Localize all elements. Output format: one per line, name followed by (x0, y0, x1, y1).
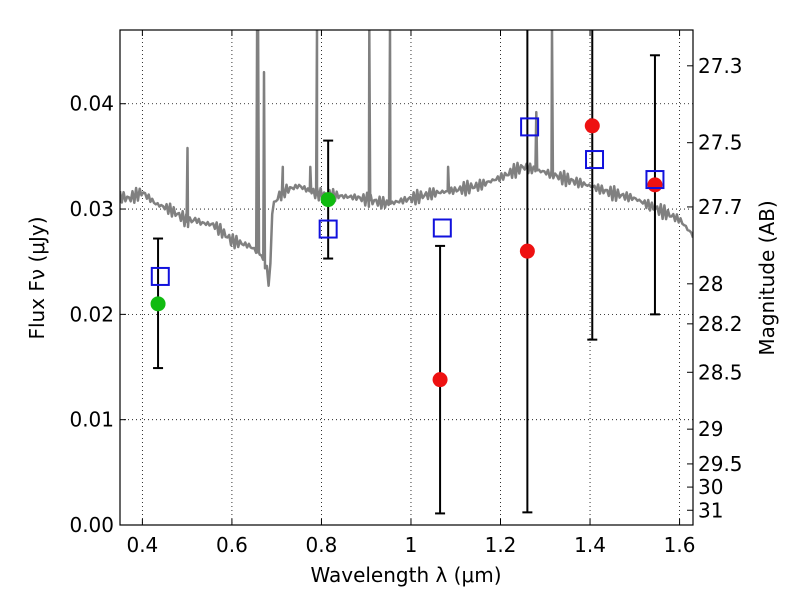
data-point-square (432, 218, 452, 238)
right-tick-label: 31 (698, 498, 723, 522)
right-tick-label: 28 (698, 272, 723, 296)
right-tick-label: 29 (698, 417, 723, 441)
x-tick-label: 1 (405, 533, 418, 557)
right-tick-label: 28.2 (698, 312, 743, 336)
data-point-circle (647, 177, 663, 193)
data-point-square (520, 117, 540, 137)
model-spectrum (120, 30, 693, 287)
data-point-square (585, 150, 605, 170)
data-point-circle (432, 372, 448, 388)
spectrum-line (120, 30, 693, 287)
plot-background (120, 30, 693, 525)
right-tick-label: 27.7 (698, 195, 743, 219)
right-tick-label: 27.5 (698, 131, 743, 155)
grid-lines (120, 30, 693, 525)
data-point-square (150, 266, 170, 286)
right-tick-label: 29.5 (698, 452, 743, 476)
data-point-square (645, 170, 665, 190)
data-point-circle (519, 243, 535, 259)
data-points (150, 117, 665, 388)
x-axis-label: Wavelength λ (μm) (310, 563, 501, 587)
data-point-circle (584, 118, 600, 134)
y-tick-label: 0.03 (69, 197, 114, 221)
data-point-circle (150, 296, 166, 312)
right-tick-label: 27.3 (698, 54, 743, 78)
y-tick-label: 0.02 (69, 302, 114, 326)
data-point-circle (320, 192, 336, 208)
y-axis-ticks: 0.00 0.01 0.02 0.03 0.04 (69, 92, 126, 537)
y-tick-label: 0.04 (69, 92, 114, 116)
right-axis-label: Magnitude (AB) (755, 200, 779, 355)
right-tick-label: 30 (698, 475, 723, 499)
data-point-square (318, 219, 338, 239)
y-tick-label: 0.01 (69, 408, 114, 432)
x-axis-ticks: 0.4 0.6 0.8 1 1.2 1.4 1.6 (126, 30, 695, 557)
y-tick-label: 0.00 (69, 513, 114, 537)
x-tick-label: 1.2 (485, 533, 517, 557)
y-axis-label: Flux Fν (μJy) (25, 216, 49, 339)
x-tick-label: 0.8 (306, 533, 338, 557)
x-tick-label: 1.6 (664, 533, 696, 557)
right-tick-label: 28.5 (698, 360, 743, 384)
plot-frame (119, 29, 694, 526)
x-tick-label: 1.4 (574, 533, 606, 557)
x-tick-label: 0.6 (216, 533, 248, 557)
x-tick-label: 0.4 (126, 533, 158, 557)
